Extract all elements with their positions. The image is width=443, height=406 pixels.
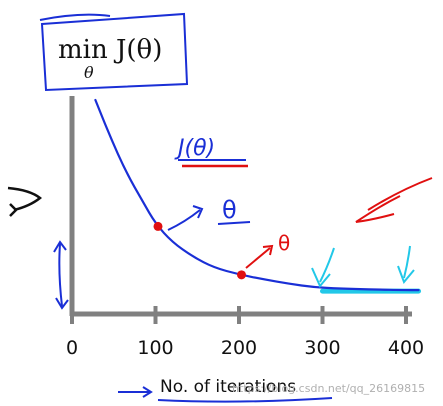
vertical-arrow-shaft <box>58 243 63 307</box>
curve-markers <box>153 221 247 280</box>
curve-marker-1 <box>153 221 163 231</box>
x-tick-label: 400 <box>388 337 424 359</box>
cyan-arrow-right-shaft <box>403 245 411 279</box>
x-tick-label: 300 <box>304 337 340 359</box>
title-box-subscript: θ <box>84 63 94 82</box>
curve-label-group: J(θ) <box>174 136 248 168</box>
theta-upper-label: θ <box>222 196 237 224</box>
red-arrow-shaft <box>367 177 433 211</box>
title-box-text: min J(θ) <box>58 35 162 65</box>
theta-lower-group: θ <box>245 231 290 269</box>
title-box-border <box>40 12 189 92</box>
theta-lower-arrowhead <box>262 244 274 256</box>
curve-label: J(θ) <box>174 136 215 161</box>
vertical-arrow-up-head <box>53 240 67 253</box>
x-tick-label: 200 <box>221 337 257 359</box>
cyan-arrow-left-shaft <box>319 247 335 283</box>
theta-upper-group: θ <box>167 196 251 231</box>
cyan-arrow-right-head <box>397 265 415 284</box>
watermark: https://blog.csdn.net/qq_26169815 <box>232 382 425 395</box>
cyan-arrows <box>311 245 415 288</box>
black-squiggle-icon <box>7 186 43 217</box>
x-axis-label: No. of iterations <box>160 377 296 397</box>
vertical-arrow-down-head <box>55 297 69 310</box>
red-arrow <box>355 177 433 223</box>
theta-upper-underline <box>217 221 251 225</box>
x-label-arrowhead <box>142 386 153 398</box>
axes <box>69 96 412 317</box>
theta-lower-arrow <box>245 247 271 269</box>
vertical-double-arrow <box>53 240 69 310</box>
cyan-arrow-left-head <box>311 267 331 288</box>
title-box: min J(θ) θ <box>39 12 189 92</box>
x-tick-label: 100 <box>137 337 173 359</box>
theta-upper-arrowhead <box>192 205 204 219</box>
red-arrow-head <box>355 195 401 223</box>
x-tick-label: 0 <box>66 337 78 359</box>
cost-curve <box>94 98 420 292</box>
theta-lower-label: θ <box>278 231 290 255</box>
x-ticks: 0 100 200 300 400 <box>66 306 424 359</box>
title-box-scribble <box>39 13 111 21</box>
x-axis-label-group: No. of iterations <box>118 377 333 403</box>
x-label-underline <box>157 397 333 403</box>
curve-marker-2 <box>237 270 247 280</box>
theta-upper-arrow <box>167 209 201 231</box>
